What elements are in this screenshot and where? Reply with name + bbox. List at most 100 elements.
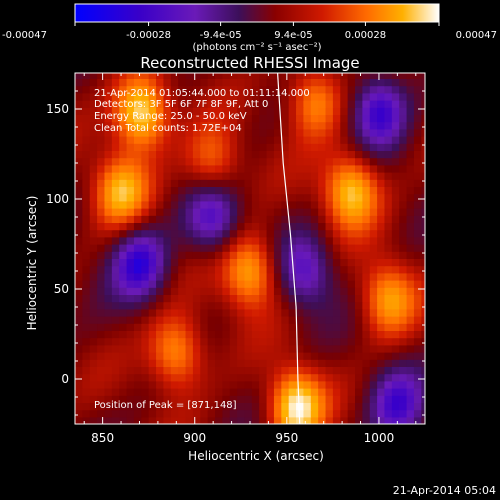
heatmap-cell xyxy=(303,280,312,288)
heatmap-cell xyxy=(178,352,187,360)
heatmap-cell xyxy=(406,164,415,173)
heatmap-cell xyxy=(222,143,231,151)
heatmap-cell xyxy=(229,409,238,418)
heatmap-cell xyxy=(111,359,120,367)
heatmap-cell xyxy=(347,164,356,173)
heatmap-cell xyxy=(156,251,165,259)
heatmap-cell xyxy=(215,215,223,223)
heatmap-cell xyxy=(119,186,128,195)
heatmap-cell xyxy=(200,287,209,295)
heatmap-cell xyxy=(288,179,297,187)
heatmap-cell xyxy=(156,179,165,187)
heatmap-cell xyxy=(185,136,194,144)
heatmap-cell xyxy=(170,265,179,274)
heatmap-cell xyxy=(369,388,378,396)
heatmap-cell xyxy=(185,73,194,79)
heatmap-cell xyxy=(377,265,386,274)
heatmap-cell xyxy=(362,380,371,389)
heatmap-cell xyxy=(399,294,408,303)
heatmap-cell xyxy=(111,114,120,123)
heatmap-cell xyxy=(170,128,179,137)
heatmap-cell xyxy=(273,373,282,382)
heatmap-cell xyxy=(178,258,187,267)
heatmap-cell xyxy=(244,73,253,79)
heatmap-cell xyxy=(296,272,305,281)
heatmap-cell xyxy=(237,236,246,245)
heatmap-cell xyxy=(141,208,150,216)
heatmap-cell xyxy=(266,85,275,94)
heatmap-cell xyxy=(119,280,128,288)
heatmap-cell xyxy=(170,193,179,202)
heatmap-cell xyxy=(156,380,165,389)
heatmap-cell xyxy=(355,280,363,288)
heatmap-cell xyxy=(215,352,223,360)
heatmap-cell xyxy=(237,193,246,202)
heatmap-cell xyxy=(296,121,305,130)
heatmap-cell xyxy=(362,229,371,238)
heatmap-cell xyxy=(97,128,106,137)
heatmap-cell xyxy=(251,92,260,101)
heatmap-cell xyxy=(119,150,128,159)
heatmap-cell xyxy=(332,164,341,173)
heatmap-cell xyxy=(244,301,253,310)
heatmap-cell xyxy=(332,222,341,231)
heatmap-cell xyxy=(355,316,363,324)
heatmap-cell xyxy=(399,409,408,418)
heatmap-cell xyxy=(310,337,319,346)
heatmap-cell xyxy=(141,265,150,274)
heatmap-cell xyxy=(156,294,165,303)
heatmap-cell xyxy=(340,388,349,396)
heatmap-cell xyxy=(133,373,142,382)
heatmap-cell xyxy=(200,179,209,187)
heatmap-cell xyxy=(141,323,150,331)
heatmap-cell xyxy=(244,287,253,295)
heatmap-cell xyxy=(347,157,356,166)
heatmap-cell xyxy=(237,388,246,396)
heatmap-cell xyxy=(355,200,363,209)
heatmap-cell xyxy=(237,172,246,180)
heatmap-cell xyxy=(237,92,246,101)
heatmap-cell xyxy=(207,416,216,424)
heatmap-cell xyxy=(362,287,371,295)
heatmap-cell xyxy=(229,402,238,411)
heatmap-cell xyxy=(421,366,425,375)
heatmap-cell xyxy=(178,128,187,137)
heatmap-cell xyxy=(340,229,349,238)
heatmap-cell xyxy=(89,294,98,303)
heatmap-cell xyxy=(266,251,275,259)
heatmap-cell xyxy=(259,359,268,367)
heatmap-cell xyxy=(266,402,275,411)
heatmap-cell xyxy=(347,352,356,360)
heatmap-cell xyxy=(215,301,223,310)
heatmap-cell xyxy=(251,128,260,137)
heatmap-cell xyxy=(318,316,327,324)
heatmap-cell xyxy=(391,100,400,108)
heatmap-cell xyxy=(207,85,216,94)
heatmap-cell xyxy=(384,107,393,115)
heatmap-cell xyxy=(296,215,305,223)
heatmap-cell xyxy=(259,208,268,216)
heatmap-cell xyxy=(421,359,425,367)
heatmap-cell xyxy=(406,143,415,151)
heatmap-cell xyxy=(192,78,201,87)
heatmap-cell xyxy=(75,301,83,310)
heatmap-cell xyxy=(310,402,319,411)
heatmap-cell xyxy=(318,150,327,159)
heatmap-cell xyxy=(413,402,422,411)
heatmap-cell xyxy=(200,157,209,166)
heatmap-cell xyxy=(362,272,371,281)
heatmap-cell xyxy=(237,222,246,231)
heatmap-cell xyxy=(82,373,91,382)
heatmap-cell xyxy=(362,301,371,310)
heatmap-cell xyxy=(259,308,268,317)
heatmap-cell xyxy=(82,222,91,231)
heatmap-cell xyxy=(303,208,312,216)
heatmap-cell xyxy=(273,100,282,108)
heatmap-cell xyxy=(391,301,400,310)
heatmap-cell xyxy=(332,121,341,130)
heatmap-cell xyxy=(399,92,408,101)
heatmap-cell xyxy=(391,172,400,180)
heatmap-cell xyxy=(148,308,157,317)
heatmap-cell xyxy=(391,323,400,331)
heatmap-cell xyxy=(340,128,349,137)
